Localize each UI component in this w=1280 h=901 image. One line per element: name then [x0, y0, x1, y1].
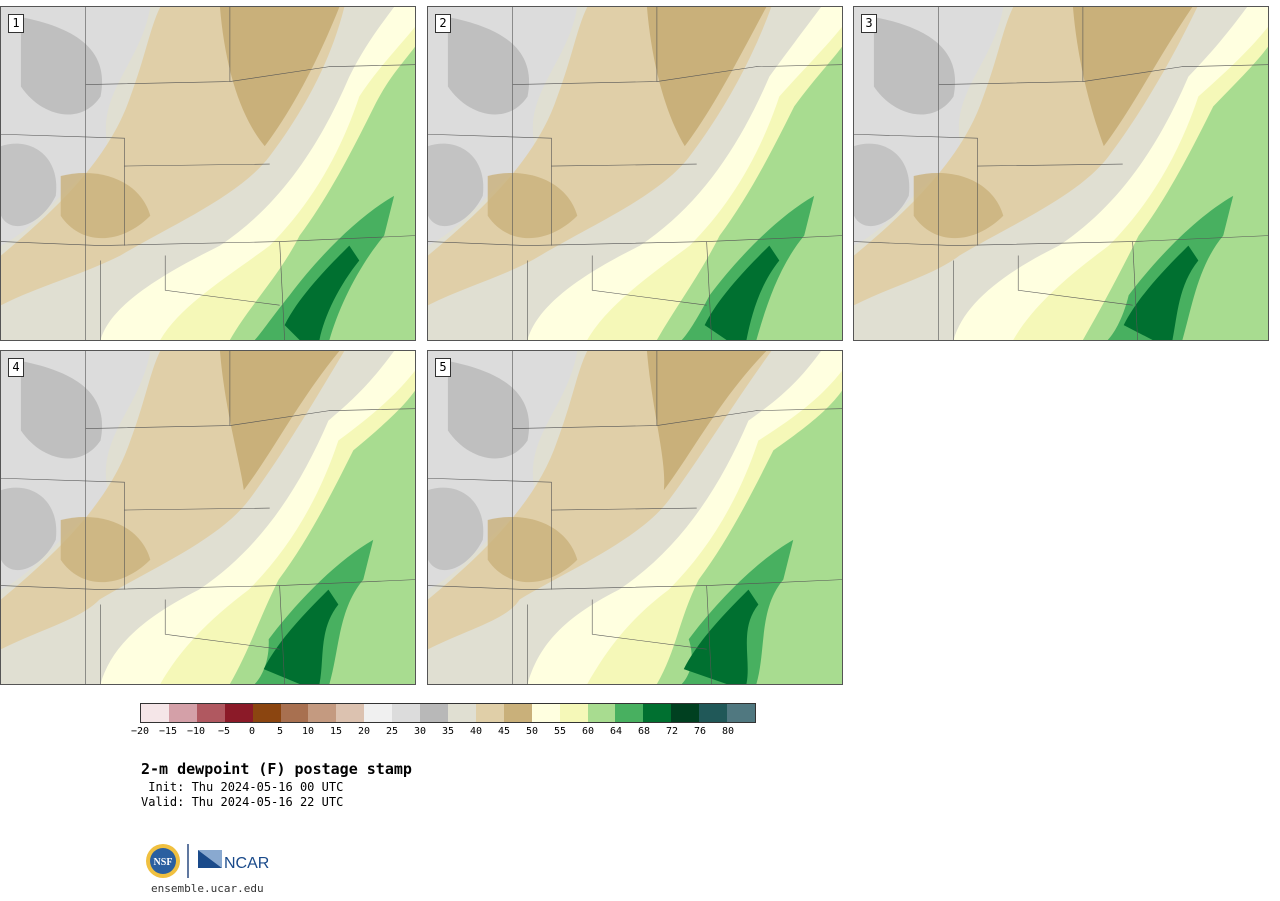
colorbar-tick-label: 35	[441, 726, 455, 737]
colorbar-tick-label: 15	[329, 726, 343, 737]
colorbar-swatch	[196, 704, 225, 722]
colorbar-tick-label: 72	[665, 726, 679, 737]
colorbar-tick-label: 55	[553, 726, 567, 737]
colorbar-tick-label: −15	[158, 726, 178, 737]
panel-number: 1	[8, 14, 24, 33]
colorbar-swatch	[308, 704, 337, 722]
member-panel-5: 5	[427, 350, 843, 685]
member-panel-2: 2	[427, 6, 843, 341]
colorbar-tick-label: 76	[693, 726, 707, 737]
dewpoint-map	[854, 7, 1268, 340]
colorbar-tick-label: −10	[186, 726, 206, 737]
colorbar-swatch	[141, 704, 169, 722]
ncar-logo: NCAR	[198, 850, 269, 872]
init-time: Init: Thu 2024-05-16 00 UTC	[141, 780, 344, 794]
colorbar-swatch	[531, 704, 560, 722]
colorbar-swatch	[392, 704, 421, 722]
colorbar-tick-label: 5	[276, 726, 284, 737]
plot-title: 2-m dewpoint (F) postage stamp	[141, 760, 412, 778]
colorbar-tick-label: 68	[637, 726, 651, 737]
colorbar-tick-label: −5	[217, 726, 231, 737]
colorbar-tick-label: 80	[721, 726, 735, 737]
colorbar-ticks: −20 −15 −10 −5 0 5 10 15 20 25 30 35 40 45 50 55 60 64 68 7…	[131, 726, 756, 742]
panel-number: 5	[435, 358, 451, 377]
colorbar-tick-label: 50	[525, 726, 539, 737]
dewpoint-map	[428, 351, 842, 684]
dewpoint-map	[428, 7, 842, 340]
colorbar-tick-label: 30	[413, 726, 427, 737]
colorbar-swatch	[475, 704, 504, 722]
colorbar-swatch	[447, 704, 476, 722]
dewpoint-map	[1, 7, 415, 340]
colorbar-swatch	[587, 704, 616, 722]
member-panel-3: 3	[853, 6, 1269, 341]
colorbar-swatch	[503, 704, 532, 722]
colorbar-swatch	[280, 704, 309, 722]
colorbar-swatch	[727, 704, 755, 722]
colorbar-tick-label: 45	[497, 726, 511, 737]
colorbar-swatch	[559, 704, 588, 722]
colorbar	[140, 703, 756, 723]
panel-number: 3	[861, 14, 877, 33]
colorbar-tick-label: 10	[301, 726, 315, 737]
member-panel-1: 1	[0, 6, 416, 341]
dewpoint-map	[1, 351, 415, 684]
colorbar-tick-label: 25	[385, 726, 399, 737]
colorbar-swatch	[168, 704, 197, 722]
colorbar-tick-label: 0	[248, 726, 256, 737]
nsf-logo: NSF	[146, 844, 180, 878]
colorbar-swatch	[252, 704, 281, 722]
colorbar-tick-label: 64	[609, 726, 623, 737]
valid-time: Valid: Thu 2024-05-16 22 UTC	[141, 795, 344, 809]
colorbar-tick-label: 40	[469, 726, 483, 737]
logo-block: NSF NCAR	[144, 842, 274, 880]
colorbar-tick-label: −20	[130, 726, 150, 737]
colorbar-swatch	[699, 704, 728, 722]
panel-number: 2	[435, 14, 451, 33]
colorbar-swatch	[615, 704, 644, 722]
colorbar-tick-label: 60	[581, 726, 595, 737]
colorbar-swatch	[671, 704, 700, 722]
ncar-text: NCAR	[224, 855, 269, 872]
colorbar-swatch	[420, 704, 448, 722]
member-panel-4: 4	[0, 350, 416, 685]
nsf-text: NSF	[154, 857, 173, 868]
colorbar-swatch	[336, 704, 365, 722]
colorbar-swatch	[364, 704, 393, 722]
colorbar-tick-label: 20	[357, 726, 371, 737]
colorbar-swatch	[224, 704, 253, 722]
colorbar-swatch	[643, 704, 672, 722]
panel-number: 4	[8, 358, 24, 377]
site-url: ensemble.ucar.edu	[151, 882, 264, 895]
